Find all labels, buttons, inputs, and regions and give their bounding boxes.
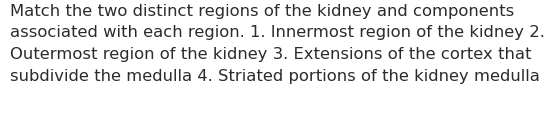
Text: Match the two distinct regions of the kidney and components
associated with each: Match the two distinct regions of the ki…: [10, 4, 545, 84]
